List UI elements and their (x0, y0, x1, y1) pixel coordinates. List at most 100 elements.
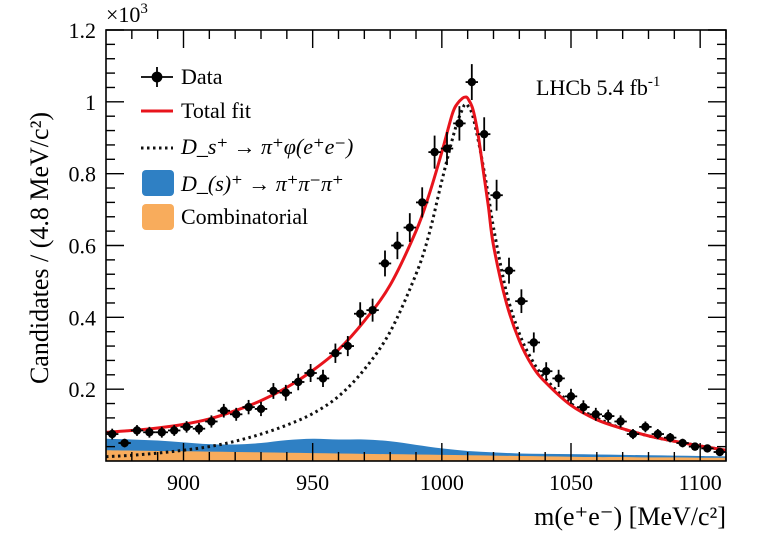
data-point-marker (442, 144, 452, 153)
data-point (192, 422, 206, 435)
y-tick-label: 0.4 (69, 305, 97, 330)
y-tick-label: 0.2 (69, 377, 97, 402)
data-point (403, 213, 416, 242)
data-point-marker (554, 374, 563, 383)
data-point-marker (120, 438, 129, 448)
x-tick-label: 1100 (679, 470, 722, 495)
data-point-marker (666, 433, 675, 442)
data-point-marker (219, 406, 228, 415)
data-point (577, 400, 590, 414)
y-tick-label: 0.8 (69, 162, 97, 187)
data-point (428, 135, 441, 169)
data-point-marker (108, 429, 117, 439)
legend-label-signal: D_s⁺ → π⁺φ(e⁺e⁻) (180, 134, 353, 159)
data-point (701, 444, 714, 453)
y-axis-title: Candidates / (4.8 MeV/c²) (25, 112, 54, 384)
data-point-marker (343, 341, 352, 351)
data-point-marker (678, 438, 687, 448)
y-tick-label: 0.6 (69, 234, 97, 259)
data-point (354, 302, 367, 326)
data-point (155, 426, 168, 438)
data-point (242, 399, 255, 415)
x-tick-labels: 900 950 1000 1050 1100 (167, 470, 722, 495)
data-point-marker (542, 367, 551, 376)
data-point-marker (207, 417, 216, 426)
data-point-marker (318, 374, 328, 383)
data-point (515, 289, 528, 314)
data-point-marker (356, 309, 365, 318)
data-point-marker (244, 402, 253, 412)
data-point (416, 187, 429, 218)
data-point-marker (331, 349, 340, 358)
data-point-marker (232, 410, 241, 419)
data-point-marker (306, 368, 315, 378)
data-point-marker (492, 191, 501, 200)
data-point-marker (405, 223, 414, 232)
data-point (279, 384, 292, 401)
data-point-marker (628, 429, 638, 439)
data-point (664, 432, 677, 443)
legend-label-data: Data (181, 64, 223, 89)
data-point-marker (641, 422, 650, 432)
legend-label-total-fit: Total fit (181, 98, 251, 123)
data-point (292, 373, 305, 391)
data-point-marker (269, 386, 278, 396)
data-point-marker (566, 392, 576, 401)
x-axis-title: m(e⁺e⁻) [MeV/c²] (534, 502, 726, 531)
data-point-marker (281, 388, 290, 397)
data-point-marker (690, 442, 700, 451)
data-point (440, 132, 454, 166)
data-point (502, 257, 516, 284)
data-point (205, 415, 218, 428)
y-tick-label: 1.2 (69, 18, 97, 43)
data-point-marker (194, 424, 204, 433)
data-point (168, 425, 181, 436)
x-tick-label: 900 (167, 470, 200, 495)
data-point (552, 369, 565, 388)
data-point (676, 438, 689, 448)
data-point-marker (455, 119, 464, 128)
data-point (453, 106, 466, 141)
data-point (230, 407, 243, 421)
data-point-marker (393, 241, 402, 250)
data-point (626, 429, 640, 440)
data-point-marker (504, 266, 514, 275)
legend: Data Total fit D_s⁺ → π⁺φ(e⁺e⁻) D_(s)⁺ →… (141, 64, 353, 230)
data-point (639, 421, 652, 433)
data-point-marker (703, 444, 712, 453)
data-point (304, 364, 317, 382)
legend-pipipi-swatch (142, 170, 174, 196)
data-point-marker (256, 404, 266, 414)
legend-label-pipipi: D_(s)⁺ → π⁺π⁻π⁺ (180, 171, 344, 196)
data-point-marker (430, 147, 439, 157)
data-point-marker (517, 296, 526, 306)
x-tick-label: 1000 (420, 470, 464, 495)
data-point (602, 409, 615, 423)
data-point (217, 403, 230, 418)
data-point-marker (380, 259, 390, 268)
experiment-label: LHCb 5.4 fb-1 (536, 74, 660, 100)
data-point-marker (653, 429, 662, 439)
data-point-marker (480, 129, 489, 139)
data-point (118, 438, 131, 448)
data-point (180, 421, 193, 433)
data-point (527, 332, 540, 353)
y-tick-labels: 0.2 0.4 0.6 0.8 1 1.2 (69, 18, 97, 402)
data-point (651, 429, 664, 440)
data-point (465, 64, 478, 101)
data-point (688, 442, 702, 451)
legend-combinatorial-swatch (142, 204, 174, 230)
data-point (267, 383, 280, 399)
data-point-marker (529, 338, 538, 347)
data-point (254, 401, 268, 417)
data-point-marker (467, 77, 476, 87)
data-point (589, 407, 602, 421)
data-point (564, 388, 578, 404)
data-point (316, 369, 330, 388)
data-point-marker (715, 447, 724, 457)
x-tick-label: 1050 (549, 470, 593, 495)
data-point-marker (294, 377, 303, 387)
data-point-marker (591, 410, 600, 419)
